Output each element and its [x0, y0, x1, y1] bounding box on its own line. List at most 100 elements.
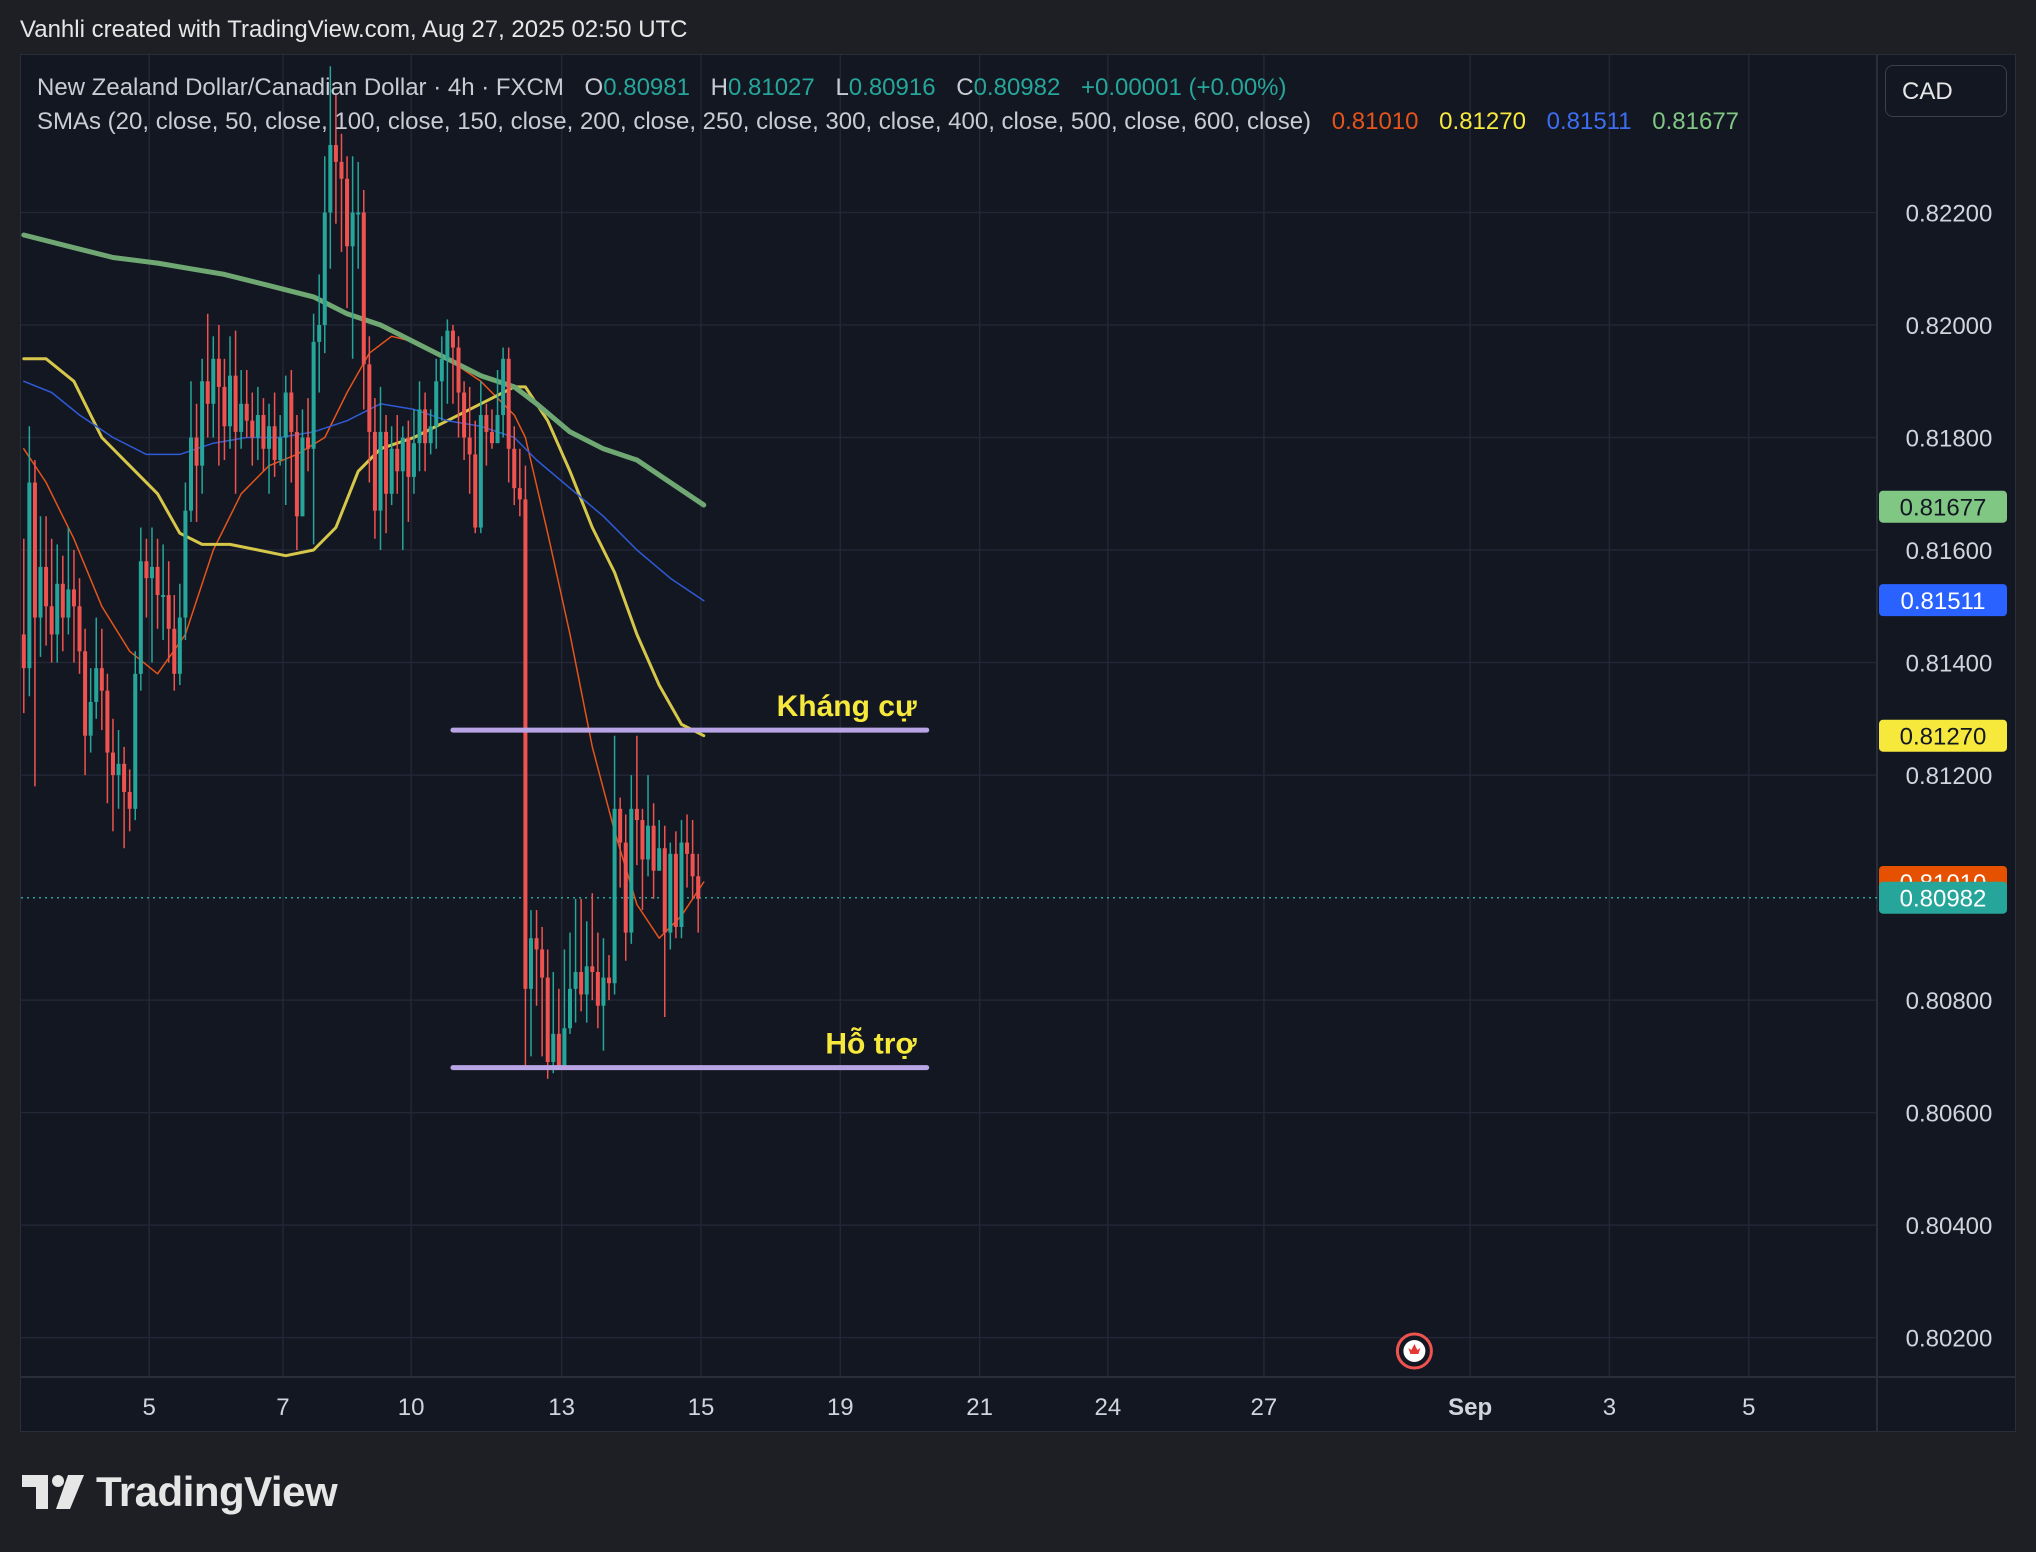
price-tag-bg-4: [1879, 881, 2007, 914]
candle-body-111: [640, 820, 645, 860]
candle-body-74: [434, 381, 439, 427]
footer-brand: TradingView: [22, 1468, 338, 1516]
candle-body-43: [261, 415, 266, 449]
x-tick-label: 15: [688, 1394, 715, 1421]
candle-body-78: [456, 347, 461, 393]
candle-body-117: [673, 853, 678, 927]
candle-body-104: [601, 977, 606, 1006]
sma100-line: [23, 380, 705, 602]
candle-body-30: [188, 437, 194, 511]
candle-body-23: [149, 566, 154, 579]
candle-body-61: [361, 212, 366, 365]
candle-body-106: [612, 808, 617, 984]
currency-button[interactable]: CAD: [1885, 65, 2007, 117]
candle-body-44: [267, 426, 272, 449]
candle-body-120: [690, 853, 695, 877]
sma-row: SMAs (20, close, 50, close, 100, close, …: [37, 105, 1739, 139]
candle-body-12: [88, 701, 93, 736]
candle-body-88: [512, 448, 517, 489]
x-tick-label: 3: [1603, 1394, 1616, 1421]
candle-body-1: [27, 482, 32, 669]
candle-body-67: [395, 448, 400, 472]
candle-body-76: [445, 330, 450, 359]
price-tag-bg-2: [1879, 719, 2007, 752]
candle-body-46: [278, 437, 283, 461]
candle-body-108: [623, 842, 628, 933]
candle-body-119: [685, 842, 690, 854]
candle-body-21: [138, 561, 143, 674]
candle-body-32: [200, 381, 205, 466]
candle-body-81: [473, 454, 478, 528]
x-tick-label: 21: [966, 1394, 993, 1421]
close-value: 0.80982: [973, 74, 1061, 101]
candle-body-25: [161, 595, 166, 598]
sma20-value: 0.81010: [1331, 108, 1419, 135]
candle-body-7: [60, 583, 65, 618]
candle-body-27: [172, 628, 177, 674]
sma50-value: 0.81270: [1439, 108, 1526, 135]
sma20-line: [23, 335, 705, 939]
candle-body-65: [384, 431, 389, 494]
candle-body-4: [44, 566, 49, 607]
candle-body-115: [662, 848, 667, 933]
candle-body-10: [77, 606, 82, 652]
candle-body-95: [551, 1033, 556, 1062]
candle-body-80: [467, 437, 472, 455]
candle-body-98: [567, 988, 573, 1029]
candle-body-90: [523, 499, 528, 989]
candle-body-100: [579, 971, 584, 995]
candle-body-116: [668, 853, 673, 933]
price-tag-label: 0.81511: [1901, 588, 1986, 615]
candle-body-39: [239, 403, 244, 432]
candle-body-31: [194, 437, 199, 466]
candle-body-20: [133, 673, 138, 809]
support-label: Hỗ trợ: [825, 1027, 917, 1061]
candle-body-114: [657, 848, 662, 871]
high-value: 0.81027: [728, 74, 815, 101]
candle-body-40: [244, 403, 249, 421]
candle-body-113: [651, 825, 656, 871]
candle-body-50: [300, 437, 305, 517]
candle-body-2: [32, 482, 37, 618]
candle-body-63: [372, 431, 377, 511]
sma-indicator-label[interactable]: SMAs (20, close, 50, close, 100, close, …: [37, 108, 1312, 135]
x-tick-label: 5: [1742, 1394, 1755, 1421]
maple-leaf-icon: [1408, 1344, 1421, 1354]
x-tick-label: 24: [1094, 1394, 1121, 1421]
sma200-value: 0.81677: [1652, 108, 1740, 135]
chart-legend: New Zealand Dollar/Canadian Dollar · 4h …: [37, 71, 1739, 139]
chart-credit: Vanhli created with TradingView.com, Aug…: [20, 16, 688, 43]
candle-body-38: [233, 375, 238, 432]
candle-body-97: [562, 1028, 567, 1068]
candle-body-60: [356, 212, 361, 215]
candle-body-19: [127, 791, 132, 809]
resistance-label: Kháng cự: [777, 690, 917, 723]
chart-canvas[interactable]: 0.80200 0.80400 0.80600 0.80800 0.81200 0.814…: [21, 55, 2016, 1432]
price-tag-bg-1: [1879, 584, 2007, 617]
candle-body-121: [696, 876, 701, 899]
candle-body-6: [55, 583, 60, 635]
tradingview-logo-icon: [22, 1475, 84, 1509]
candle-body-64: [378, 431, 383, 511]
candle-body-57: [339, 161, 344, 179]
candle-body-35: [216, 358, 221, 387]
y-tick-label: 0.80400: [1906, 1213, 1993, 1240]
candle-body-84: [489, 431, 494, 444]
symbol-label[interactable]: New Zealand Dollar/Canadian Dollar · 4h …: [37, 74, 564, 101]
price-tag-label: 0.81270: [1900, 724, 1987, 751]
candle-body-68: [400, 437, 405, 472]
y-tick-label: 0.82000: [1906, 313, 1993, 340]
candle-body-107: [618, 808, 623, 843]
candle-body-54: [322, 212, 327, 326]
candle-body-59: [350, 212, 355, 247]
candle-body-36: [222, 386, 227, 427]
candle-body-91: [528, 938, 533, 989]
price-tag-bg-0: [1879, 490, 2007, 523]
candle-body-3: [38, 566, 43, 618]
candle-body-56: [333, 145, 338, 162]
candle-body-29: [183, 510, 188, 618]
candle-body-26: [166, 595, 171, 629]
chart-frame[interactable]: 0.80200 0.80400 0.80600 0.80800 0.81200 0.814…: [20, 54, 2016, 1432]
candle-body-102: [590, 966, 595, 972]
y-tick-label: 0.80800: [1906, 988, 1993, 1015]
